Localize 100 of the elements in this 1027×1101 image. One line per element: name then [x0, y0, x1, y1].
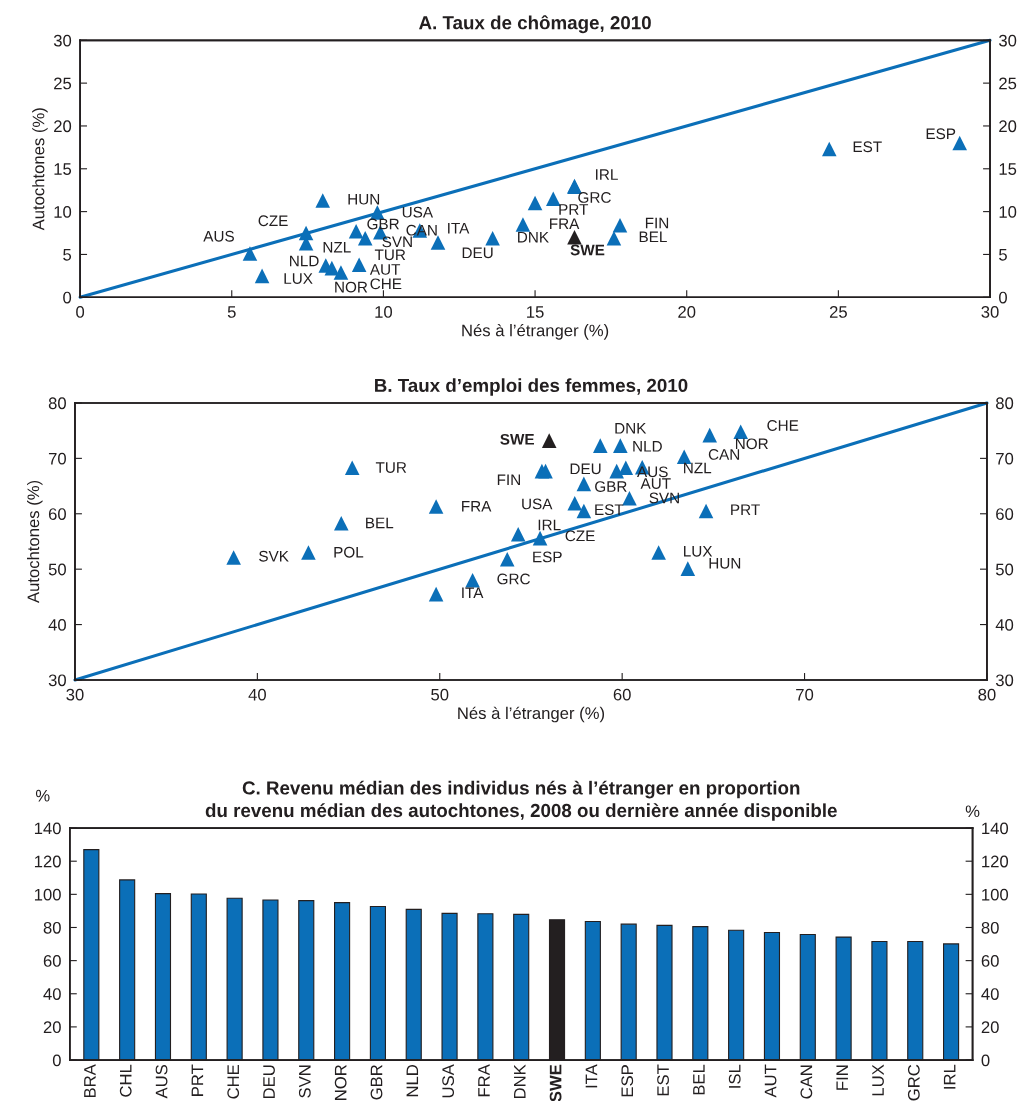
point	[315, 193, 331, 208]
point	[567, 230, 582, 245]
point	[651, 545, 666, 560]
point	[465, 572, 480, 588]
x-tick-label: FIN	[836, 1065, 848, 1090]
annotation: SWE	[500, 433, 534, 445]
y2-tick-label: 25	[999, 77, 1017, 90]
x-tick-label: DNK	[514, 1064, 526, 1099]
y-tick-label: 120	[34, 855, 61, 868]
annotation: NOR	[735, 438, 768, 450]
point	[348, 224, 364, 239]
point	[702, 427, 717, 443]
y2-tick-label: 0	[981, 1054, 990, 1067]
point	[676, 449, 692, 464]
y2-tick-label: 10	[999, 206, 1017, 218]
point	[618, 460, 634, 476]
y-tick-label: 140	[34, 822, 61, 835]
annotation: AUS	[203, 230, 234, 242]
y-tick-label: 50	[48, 563, 66, 576]
x-tick-label: GRC	[907, 1064, 920, 1101]
x-tick-label: PRT	[191, 1064, 204, 1096]
point	[351, 257, 367, 272]
x-tick-label: BRA	[84, 1064, 96, 1098]
x-axis-title: Nés à l’étranger (%)	[462, 323, 609, 340]
annotation: SWE	[570, 244, 605, 256]
point	[576, 503, 592, 519]
point	[606, 230, 622, 246]
annotation: USA	[522, 498, 553, 510]
annotation: BEL	[366, 517, 394, 529]
y2-tick-label: 5	[999, 249, 1007, 261]
y2-axis-title: %	[965, 805, 980, 818]
point	[344, 460, 360, 476]
y2-tick-label: 140	[982, 822, 1009, 835]
point	[333, 265, 349, 280]
annotation: TUR	[374, 249, 406, 261]
y-tick-label: 20	[54, 120, 72, 133]
y-tick-label: 30	[48, 674, 66, 687]
annotation: AUT	[369, 264, 401, 275]
x-tick-label: NLD	[406, 1065, 419, 1097]
x-tick-label: 20	[678, 306, 696, 318]
y-tick-label: 70	[48, 452, 66, 465]
y2-tick-label: 50	[995, 563, 1014, 576]
x-tick-label: SVN	[298, 1065, 311, 1098]
y2-tick-label: 30	[999, 34, 1017, 47]
y-tick-label: 30	[53, 34, 72, 47]
annotation: EST	[853, 141, 882, 153]
y-tick-label: 25	[54, 77, 72, 90]
y2-tick-label: 15	[999, 163, 1017, 175]
annotation: POL	[334, 546, 364, 558]
x-tick-label: USA	[442, 1064, 455, 1098]
annotation: GRC	[497, 573, 530, 585]
x-tick-label: 10	[375, 306, 393, 318]
y2-tick-label: 0	[999, 291, 1007, 304]
x-axis-title: Nés à l’étranger (%)	[458, 706, 605, 723]
y-tick-label: 10	[54, 206, 72, 218]
y2-tick-label: 60	[996, 508, 1014, 520]
x-tick-label: 25	[829, 306, 847, 318]
annotation: CAN	[708, 448, 740, 460]
annotation: FRA	[550, 218, 580, 229]
x-tick-label: CHL	[119, 1064, 132, 1097]
point	[576, 476, 592, 492]
annotation: GBR	[367, 218, 399, 230]
annotation: HUN	[709, 558, 741, 569]
x-tick-label: IRL	[943, 1064, 956, 1089]
x-tick-label: SWE	[549, 1064, 562, 1101]
annotation: ESP	[533, 551, 562, 563]
annotation: DEU	[462, 247, 493, 259]
annotation: NOR	[335, 281, 368, 293]
annotation: GBR	[595, 481, 627, 492]
annotation: SVN	[382, 236, 412, 248]
point	[428, 499, 444, 514]
point	[357, 230, 373, 246]
annotation: EST	[595, 504, 624, 516]
annotation: FIN	[497, 474, 520, 486]
chart-title: A. Taux de chômage, 2010	[419, 15, 651, 34]
y-tick-label: 60	[43, 955, 61, 967]
x-tick-label: 5	[227, 306, 236, 318]
point	[333, 515, 349, 531]
annotation: DNK	[615, 423, 647, 434]
y-tick-label: 80	[43, 921, 61, 934]
annotation: CHE	[767, 420, 799, 431]
x-tick-label: ITA	[585, 1064, 598, 1088]
annotation: GRC	[578, 192, 611, 203]
x-tick-label: CAN	[800, 1065, 813, 1099]
annotation: IRL	[596, 169, 618, 180]
annotation: ITA	[448, 222, 470, 234]
point	[242, 246, 258, 261]
y-tick-label: 5	[63, 249, 72, 261]
x-tick-label: 0	[76, 306, 85, 318]
y-tick-label: 0	[63, 291, 72, 304]
y2-tick-label: 20	[999, 120, 1017, 133]
annotation: LUX	[284, 273, 313, 284]
point	[545, 191, 561, 207]
point	[499, 551, 515, 567]
x-tick-label: ESP	[621, 1065, 634, 1097]
point	[254, 268, 270, 284]
x-tick-label: 30	[981, 306, 999, 318]
y2-tick-label: 40	[995, 618, 1014, 631]
y-axis-title: Autochtones (%)	[32, 108, 48, 231]
point	[428, 586, 444, 602]
